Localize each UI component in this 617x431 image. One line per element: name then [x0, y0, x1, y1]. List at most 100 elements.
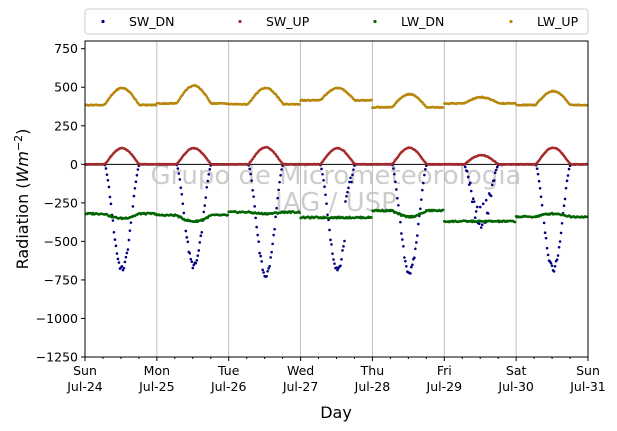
- point-sw_dn-48: [131, 205, 135, 208]
- point-sw_dn-97: [180, 192, 184, 196]
- point-sw_dn-458: [540, 203, 544, 207]
- point-sw_dn-237: [320, 167, 323, 171]
- y-tick-label-3: −500: [44, 234, 78, 249]
- point-sw_dn-320: [403, 256, 406, 259]
- point-lw_up-215: [298, 103, 301, 106]
- point-sw_dn-29: [112, 230, 116, 234]
- point-sw_dn-246: [329, 238, 332, 242]
- point-sw_dn-96: [179, 186, 183, 189]
- point-sw_dn-116: [199, 234, 203, 238]
- point-sw_dn-468: [550, 264, 554, 268]
- point-sw_dn-51: [134, 180, 138, 184]
- point-lw_up-95: [178, 97, 182, 101]
- point-sw_dn-331: [414, 247, 417, 251]
- point-sw_dn-318: [401, 238, 404, 241]
- point-sw_dn-407: [489, 194, 493, 198]
- point-sw_dn-412: [494, 168, 498, 172]
- point-lw_up-123: [206, 96, 210, 100]
- point-sw_dn-238: [321, 172, 324, 176]
- point-sw_dn-103: [186, 240, 190, 244]
- x-tick-label-day-5: Fri: [437, 363, 452, 378]
- point-sw_dn-474: [556, 254, 560, 257]
- point-sw_dn-267: [350, 180, 353, 184]
- point-sw_dn-333: [416, 234, 419, 237]
- point-lw_up-71: [154, 104, 158, 107]
- point-sw_dn-45: [128, 229, 132, 232]
- point-lw_dn-143: [226, 213, 230, 217]
- point-sw_dn-317: [400, 232, 403, 235]
- point-sw_dn-483: [565, 179, 569, 183]
- point-sw_dn-42: [125, 251, 129, 255]
- point-lw_up-167: [250, 98, 253, 102]
- point-sw_dn-411: [493, 171, 497, 175]
- point-sw_dn-178: [261, 268, 264, 272]
- point-sw_dn-115: [198, 241, 202, 244]
- point-sw_dn-327: [410, 265, 413, 269]
- point-sw_dn-464: [546, 253, 550, 257]
- point-sw_dn-111: [194, 261, 198, 265]
- point-sw_dn-328: [411, 263, 414, 267]
- point-sw_dn-183: [266, 269, 269, 273]
- series-sw-up: [85, 145, 588, 166]
- point-sw_dn-43: [126, 248, 130, 251]
- point-sw_dn-125: [208, 167, 212, 171]
- point-sw_dn-404: [486, 212, 490, 215]
- point-sw_dn-193: [276, 196, 279, 200]
- point-sw_dn-413: [495, 165, 499, 169]
- point-sw_dn-250: [333, 262, 336, 265]
- point-sw_dn-313: [396, 196, 399, 200]
- point-sw_dn-112: [195, 259, 199, 262]
- point-sw_dn-24: [107, 185, 111, 189]
- point-sw_dn-176: [259, 254, 262, 258]
- point-sw_dn-179: [262, 271, 265, 274]
- point-sw_dn-243: [326, 213, 329, 217]
- point-sw_dn-192: [275, 206, 278, 210]
- point-sw_dn-312: [395, 188, 398, 191]
- point-sw_dn-182: [265, 274, 268, 278]
- point-sw_dn-169: [252, 195, 255, 198]
- point-sw_dn-124: [207, 173, 211, 176]
- point-sw_dn-93: [176, 167, 180, 170]
- x-tick-label-date-2: Jul-26: [210, 379, 247, 394]
- point-sw_dn-262: [345, 194, 348, 198]
- point-sw_dn-120: [203, 204, 207, 207]
- point-sw_dn-25: [108, 195, 112, 199]
- point-sw_dn-252: [335, 266, 338, 269]
- y-tick-label-7: 500: [54, 80, 78, 95]
- point-sw_dn-389: [471, 197, 475, 201]
- point-sw_dn-381: [463, 165, 467, 169]
- point-sw_dn-188: [271, 242, 274, 246]
- point-sw_dn-383: [465, 169, 469, 173]
- point-sw_dn-253: [336, 268, 339, 272]
- point-sw_dn-117: [200, 231, 204, 234]
- legend-marker-sw_up: [238, 19, 242, 24]
- point-sw_dn-99: [182, 211, 186, 215]
- point-sw_dn-114: [197, 249, 201, 252]
- point-sw_dn-34: [117, 261, 121, 264]
- point-lw_dn-503: [585, 215, 588, 219]
- point-lw_up-287: [370, 98, 373, 102]
- point-sw_dn-121: [204, 196, 208, 199]
- point-sw_dn-249: [332, 258, 335, 261]
- x-tick-label-day-6: Sat: [506, 363, 527, 378]
- watermark-line-1: Grupo de Micrometeorologia: [151, 161, 522, 191]
- point-sw_dn-39: [122, 266, 126, 270]
- point-sw_dn-98: [181, 202, 185, 206]
- point-sw_dn-46: [129, 221, 133, 224]
- x-tick-label-day-0: Sun: [73, 363, 97, 378]
- watermark-line-2: IAG / USP: [275, 188, 397, 218]
- point-sw_dn-321: [404, 259, 407, 263]
- x-tick-label-date-6: Jul-30: [497, 379, 534, 394]
- point-sw_dn-386: [468, 181, 472, 185]
- point-sw_dn-392: [474, 210, 478, 213]
- y-axis-title-main: Radiation (: [13, 182, 32, 269]
- legend-marker-lw_up: [509, 19, 513, 24]
- point-sw_dn-190: [273, 227, 276, 231]
- point-sw_dn-341: [424, 168, 427, 171]
- point-sw_dn-393: [475, 205, 479, 209]
- point-sw_dn-461: [543, 231, 547, 235]
- point-sw_dn-32: [115, 252, 119, 255]
- point-sw_dn-258: [341, 249, 344, 252]
- legend: SW_DN SW_UP LW_DN LW_UP: [84, 8, 589, 35]
